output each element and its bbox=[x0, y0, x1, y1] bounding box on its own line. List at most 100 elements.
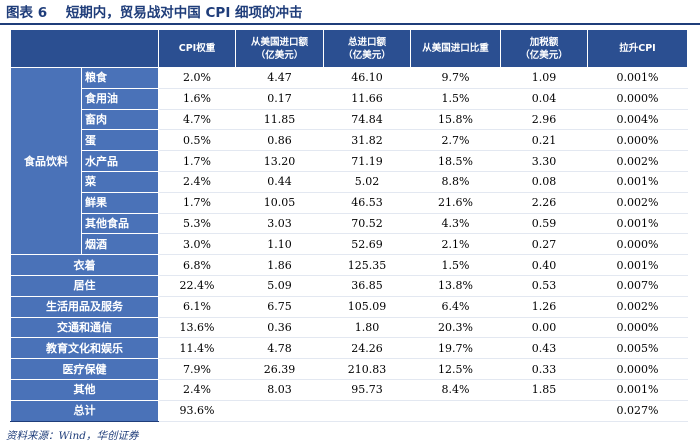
table-cell: 2.26 bbox=[500, 191, 588, 214]
table-row: 交通和通信 13.6% 0.36 1.80 20.3% 0.00 0.000% bbox=[10, 316, 688, 339]
table-cell: 11.66 bbox=[323, 87, 411, 110]
table-cell: 7.9% bbox=[158, 358, 236, 380]
table-cell: 0.004% bbox=[587, 108, 688, 131]
row-group-label: 食品饮料 bbox=[10, 66, 82, 256]
header-cell: 从美国进口额 （亿美元） bbox=[235, 29, 324, 68]
source-note: 资料来源：Wind，华创证券 bbox=[6, 430, 139, 442]
table-cell: 0.000% bbox=[587, 87, 688, 110]
table-cell: 6.8% bbox=[158, 254, 236, 276]
table-cell: 52.69 bbox=[323, 233, 411, 256]
row-label: 教育文化和娱乐 bbox=[10, 337, 159, 360]
table-row: 烟酒 3.0% 1.10 52.69 2.1% 0.27 0.000% bbox=[11, 233, 688, 256]
table-row: 衣着 6.8% 1.86 125.35 1.5% 0.40 0.001% bbox=[10, 254, 688, 276]
table-cell: 0.002% bbox=[587, 295, 688, 318]
table-row: 医疗保健 7.9% 26.39 210.83 12.5% 0.33 0.000% bbox=[10, 358, 688, 380]
row-label: 交通和通信 bbox=[10, 316, 159, 339]
row-label: 其他食品 bbox=[81, 212, 159, 235]
table-cell: 20.3% bbox=[410, 316, 501, 339]
header-blank-cell bbox=[10, 29, 159, 68]
row-label: 生活用品及服务 bbox=[10, 295, 159, 318]
table-cell: 24.26 bbox=[323, 337, 411, 360]
table-cell: 46.53 bbox=[323, 191, 411, 214]
table-cell: 1.7% bbox=[158, 191, 236, 214]
table-cell: 10.05 bbox=[235, 191, 324, 214]
table-cell: 1.6% bbox=[158, 87, 236, 110]
table-cell: 15.8% bbox=[410, 108, 501, 131]
table-cell: 3.30 bbox=[500, 150, 588, 172]
table-cell: 4.3% bbox=[410, 212, 501, 235]
table-row: 蛋 0.5% 0.86 31.82 2.7% 0.21 0.000% bbox=[11, 129, 688, 152]
table-cell: 8.4% bbox=[410, 378, 501, 401]
table-cell: 2.4% bbox=[158, 378, 236, 401]
figure-title: 图表 6 短期内，贸易战对中国 CPI 细项的冲击 bbox=[6, 3, 696, 23]
table-cell: 71.19 bbox=[323, 150, 411, 172]
table-cell: 0.00 bbox=[500, 316, 588, 339]
table-body: CPI权重 从美国进口额 （亿美元） 总进口额 （亿美元） 从美国进口比重 加税… bbox=[10, 29, 688, 422]
table-cell: 4.7% bbox=[158, 108, 236, 131]
table-cell: 0.53 bbox=[500, 274, 588, 297]
table-cell: 2.0% bbox=[158, 67, 236, 89]
table-cell: 0.001% bbox=[587, 67, 688, 89]
table-cell: 3.0% bbox=[158, 233, 236, 256]
table-row: 生活用品及服务 6.1% 6.75 105.09 6.4% 1.26 0.002% bbox=[10, 295, 688, 318]
table-cell: 0.36 bbox=[235, 316, 324, 339]
row-label: 水产品 bbox=[81, 150, 159, 172]
row-label: 鲜果 bbox=[81, 191, 159, 214]
table-cell bbox=[410, 399, 501, 422]
title-rule bbox=[0, 23, 700, 25]
table-cell: 1.26 bbox=[500, 295, 588, 318]
table-cell: 0.000% bbox=[587, 358, 688, 380]
cpi-impact-table: CPI权重 从美国进口额 （亿美元） 总进口额 （亿美元） 从美国进口比重 加税… bbox=[10, 29, 688, 422]
table-cell: 18.5% bbox=[410, 150, 501, 172]
table-cell: 8.8% bbox=[410, 170, 501, 193]
table-cell: 74.84 bbox=[323, 108, 411, 131]
table-cell: 1.5% bbox=[410, 254, 501, 276]
table-cell: 125.35 bbox=[323, 254, 411, 276]
table-cell: 19.7% bbox=[410, 337, 501, 360]
figure-label: 图表 bbox=[6, 5, 33, 21]
table-cell: 0.44 bbox=[235, 170, 324, 193]
row-label: 食用油 bbox=[81, 87, 159, 110]
table-row: 其他 2.4% 8.03 95.73 8.4% 1.85 0.001% bbox=[10, 378, 688, 401]
table-cell: 1.5% bbox=[410, 87, 501, 110]
table-cell: 0.21 bbox=[500, 129, 588, 152]
table-cell: 46.10 bbox=[323, 67, 411, 89]
table-cell: 95.73 bbox=[323, 378, 411, 401]
table-cell: 0.17 bbox=[235, 87, 324, 110]
table-cell: 3.03 bbox=[235, 212, 324, 235]
table-cell: 2.96 bbox=[500, 108, 588, 131]
table-row: 畜肉 4.7% 11.85 74.84 15.8% 2.96 0.004% bbox=[11, 108, 688, 131]
table-cell: 6.4% bbox=[410, 295, 501, 318]
table-cell: 0.08 bbox=[500, 170, 588, 193]
table-cell: 0.86 bbox=[235, 129, 324, 152]
table-cell: 21.6% bbox=[410, 191, 501, 214]
table-cell: 5.3% bbox=[158, 212, 236, 235]
table-row: 居住 22.4% 5.09 36.85 13.8% 0.53 0.007% bbox=[10, 274, 688, 297]
table-row: 鲜果 1.7% 10.05 46.53 21.6% 2.26 0.002% bbox=[11, 191, 688, 214]
table-cell: 93.6% bbox=[158, 399, 236, 422]
table-cell: 0.40 bbox=[500, 254, 588, 276]
table-cell: 0.33 bbox=[500, 358, 588, 380]
table-cell: 2.7% bbox=[410, 129, 501, 152]
table-cell: 11.85 bbox=[235, 108, 324, 131]
table-cell: 1.10 bbox=[235, 233, 324, 256]
table-cell: 1.85 bbox=[500, 378, 588, 401]
row-label: 衣着 bbox=[10, 254, 159, 276]
table-cell: 26.39 bbox=[235, 358, 324, 380]
header-cell: 加税额 （亿美元） bbox=[500, 29, 588, 68]
table-cell: 0.002% bbox=[587, 191, 688, 214]
header-cell: 总进口额 （亿美元） bbox=[323, 29, 411, 68]
row-label: 居住 bbox=[10, 274, 159, 297]
table-cell: 1.09 bbox=[500, 67, 588, 89]
table-cell: 0.001% bbox=[587, 378, 688, 401]
table-cell: 2.4% bbox=[158, 170, 236, 193]
figure-title-text: 短期内，贸易战对中国 CPI 细项的冲击 bbox=[65, 5, 303, 21]
table-cell: 11.4% bbox=[158, 337, 236, 360]
row-label: 畜肉 bbox=[81, 108, 159, 131]
table-cell: 22.4% bbox=[158, 274, 236, 297]
table-cell bbox=[235, 399, 324, 422]
table-cell: 4.78 bbox=[235, 337, 324, 360]
table-cell: 210.83 bbox=[323, 358, 411, 380]
total-row: 总计 93.6% 0.027% bbox=[10, 399, 688, 422]
table-row: 菜 2.4% 0.44 5.02 8.8% 0.08 0.001% bbox=[11, 170, 688, 193]
